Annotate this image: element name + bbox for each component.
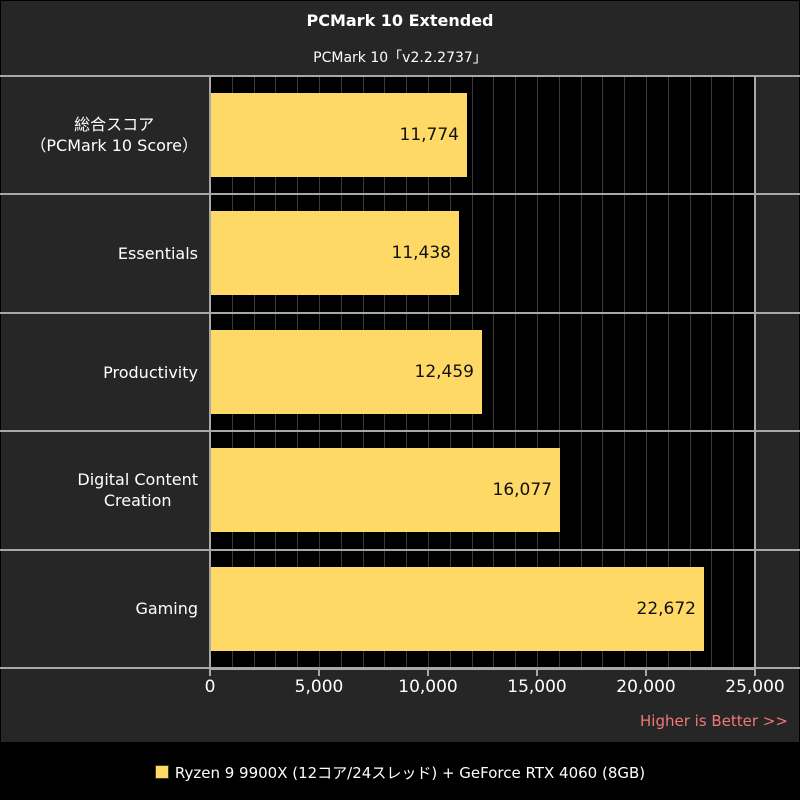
grid-line	[493, 76, 494, 668]
grid-line	[690, 76, 691, 668]
legend-label: Ryzen 9 9900X (12コア/24スレッド) + GeForce RT…	[174, 764, 646, 782]
x-tick-mark	[645, 668, 647, 676]
chart-subtitle: PCMark 10「v2.2.2737」	[313, 50, 487, 66]
x-tick-mark	[536, 668, 538, 676]
row-separator	[0, 75, 800, 77]
chart-title: PCMark 10 Extended	[306, 11, 494, 30]
x-tick-label: 25,000	[725, 677, 785, 697]
grid-line	[668, 76, 669, 668]
higher-is-better-note: Higher is Better >>	[640, 712, 788, 730]
grid-line	[581, 76, 582, 668]
row-separator	[0, 430, 800, 432]
grid-line	[559, 76, 560, 668]
bar-value-label: 22,672	[636, 599, 696, 619]
category-label: 総合スコア （PCMark 10 Score）	[30, 115, 198, 155]
category-label: Gaming	[135, 599, 198, 618]
x-axis-line	[210, 668, 756, 670]
grid-line	[515, 76, 516, 668]
bar-value-label: 11,774	[399, 125, 459, 145]
grid-line	[733, 76, 734, 668]
legend: Ryzen 9 9900X (12コア/24スレッド) + GeForce RT…	[0, 762, 800, 783]
bar: 16,077	[210, 448, 560, 532]
category-label: Essentials	[117, 244, 198, 263]
bar: 11,438	[210, 211, 459, 295]
grid-line	[537, 76, 538, 668]
x-tick-mark	[754, 668, 756, 676]
x-tick-mark	[209, 668, 211, 676]
y-axis-line	[209, 76, 211, 676]
x-tick-label: 20,000	[616, 677, 676, 697]
plot-area: 11,774 11,438 12,459 16,077 22,672	[210, 76, 755, 668]
bar-value-label: 11,438	[391, 243, 451, 263]
category-label: Digital Content Creation	[77, 470, 198, 510]
row-separator	[0, 549, 800, 551]
row-separator	[0, 193, 800, 195]
bar: 12,459	[210, 330, 482, 414]
x-tick-mark	[318, 668, 320, 676]
x-tick-mark	[427, 668, 429, 676]
grid-line	[602, 76, 603, 668]
grid-line	[624, 76, 625, 668]
grid-line	[646, 76, 647, 668]
bar: 11,774	[210, 93, 467, 177]
x-tick-label: 15,000	[507, 677, 567, 697]
row-separator	[0, 312, 800, 314]
x-tick-label: 10,000	[398, 677, 458, 697]
bar: 22,672	[210, 567, 704, 651]
category-label: Productivity	[103, 363, 198, 382]
bar-value-label: 16,077	[492, 480, 552, 500]
x-tick-label: 0	[204, 677, 216, 697]
x-tick-label: 5,000	[294, 677, 344, 697]
bar-value-label: 12,459	[414, 362, 474, 382]
grid-line	[711, 76, 712, 668]
legend-swatch	[154, 765, 169, 779]
plot-frame-right	[754, 76, 756, 669]
